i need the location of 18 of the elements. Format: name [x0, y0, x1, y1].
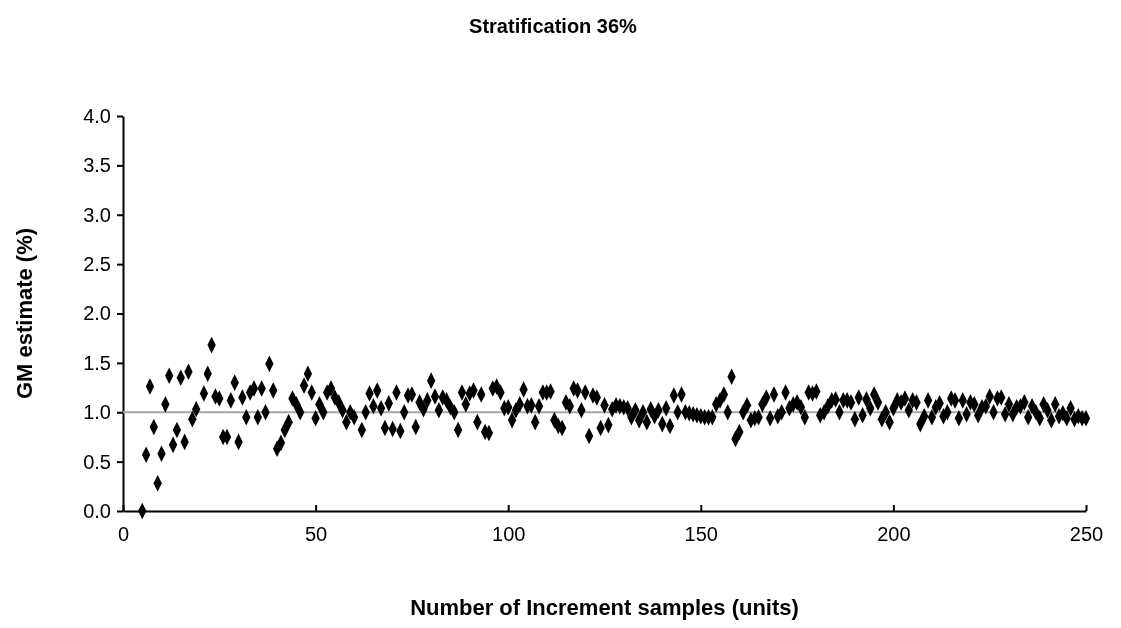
x-tick-label: 200 [877, 523, 911, 546]
x-tick-label: 100 [492, 523, 526, 546]
y-tick-label: 1.5 [83, 351, 111, 374]
x-tick-label: 250 [1069, 523, 1104, 546]
y-tick-label: 2.5 [83, 253, 111, 276]
chart-title: Stratification 36% [469, 15, 638, 37]
y-tick-label: 0.5 [83, 450, 111, 473]
y-tick-label: 1.0 [83, 401, 111, 424]
y-tick-label: 2.0 [83, 302, 111, 325]
y-tick-label: 3.5 [83, 154, 111, 177]
x-axis-title: Number of Increment samples (units) [410, 595, 799, 620]
x-tick-label: 0 [117, 523, 130, 546]
y-tick-label: 4.0 [83, 104, 111, 127]
x-tick-label: 150 [684, 523, 718, 546]
y-tick-label: 0.0 [83, 499, 111, 522]
y-tick-label: 3.0 [83, 203, 111, 226]
x-tick-label: 50 [304, 523, 328, 546]
y-axis-title: GM estimate (%) [12, 227, 37, 400]
